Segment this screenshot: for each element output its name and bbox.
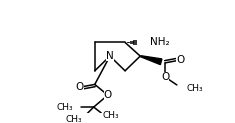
Text: CH₃: CH₃ [56, 103, 73, 112]
Text: O: O [104, 90, 112, 100]
Text: CH₃: CH₃ [187, 84, 203, 93]
Text: O: O [75, 82, 84, 92]
Text: O: O [161, 72, 169, 82]
Text: NH₂: NH₂ [150, 38, 170, 47]
Text: CH₃: CH₃ [66, 115, 82, 123]
Polygon shape [141, 56, 162, 65]
Text: O: O [176, 55, 184, 65]
Text: N: N [106, 51, 114, 61]
Text: CH₃: CH₃ [103, 111, 119, 120]
